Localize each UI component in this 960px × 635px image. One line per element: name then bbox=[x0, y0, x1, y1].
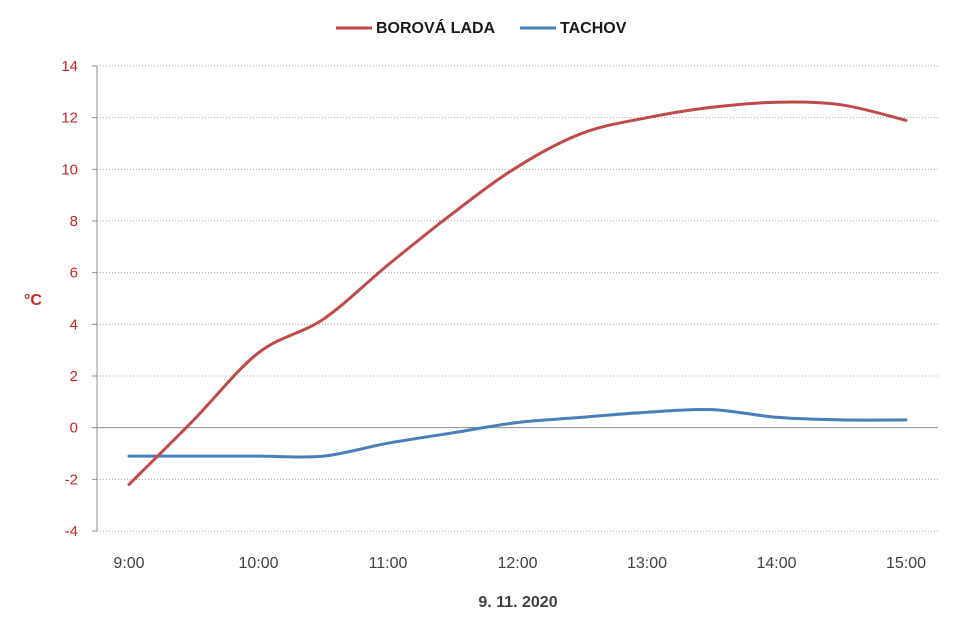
y-axis-title: °C bbox=[24, 292, 42, 309]
series-line-tachov bbox=[127, 407, 908, 459]
legend: BOROVÁ LADA TACHOV bbox=[336, 18, 627, 37]
x-tick-label: 9:00 bbox=[113, 555, 144, 572]
x-tick-label: 12:00 bbox=[497, 555, 537, 572]
x-tick-label: 13:00 bbox=[627, 555, 667, 572]
y-tick-label: -4 bbox=[65, 523, 78, 540]
y-axis-ticks: -4 -2 0 2 4 6 8 10 12 14 bbox=[61, 58, 78, 540]
y-tick-label: 12 bbox=[61, 110, 78, 127]
x-tick-label: 15:00 bbox=[886, 555, 926, 572]
y-tick-label: -2 bbox=[65, 471, 78, 488]
legend-label: BOROVÁ LADA bbox=[376, 18, 496, 37]
y-tick-label: 6 bbox=[70, 265, 78, 282]
y-tick-label: 4 bbox=[70, 316, 78, 333]
y-tick-label: 0 bbox=[70, 420, 78, 437]
series-line-borov-lada bbox=[127, 100, 908, 486]
x-tick-label: 10:00 bbox=[238, 555, 278, 572]
series-layer bbox=[127, 100, 908, 486]
y-tick-label: 10 bbox=[61, 161, 78, 178]
y-tick-label: 2 bbox=[70, 368, 78, 385]
y-tick-label: 14 bbox=[61, 58, 78, 75]
x-tick-label: 14:00 bbox=[756, 555, 796, 572]
grid-layer bbox=[92, 65, 938, 532]
x-axis-title: 9. 11. 2020 bbox=[478, 594, 557, 611]
legend-label: TACHOV bbox=[560, 20, 627, 37]
x-axis-ticks: 9:00 10:00 11:00 12:00 13:00 14:00 15:00 bbox=[113, 555, 926, 572]
x-tick-label: 11:00 bbox=[369, 555, 408, 572]
y-tick-label: 8 bbox=[70, 213, 78, 230]
